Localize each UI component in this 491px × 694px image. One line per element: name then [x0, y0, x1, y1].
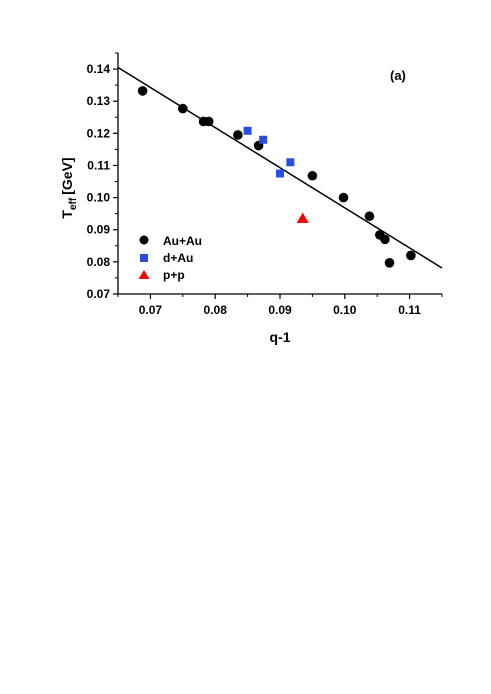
- data-point-auau: [233, 130, 243, 140]
- data-point-auau: [137, 86, 148, 96]
- y-tick-label: 0.07: [87, 287, 111, 301]
- legend-label-pp: p+p: [163, 268, 185, 282]
- y-tick-label: 0.11: [87, 158, 110, 172]
- y-axis-subscript: eff: [68, 197, 79, 210]
- legend-marker-auau: [139, 235, 149, 245]
- data-point-pp: [296, 212, 309, 223]
- x-tick-label: 0.09: [268, 303, 292, 317]
- x-tick-label: 0.10: [333, 303, 357, 317]
- data-point-dau: [286, 158, 295, 167]
- y-axis-title: Teff [GeV]: [59, 157, 79, 218]
- data-point-auau: [380, 234, 390, 245]
- data-point-auau: [384, 258, 395, 268]
- y-axis-ticks: 0.07 0.08 0.09 0.10 0.11 0.12 0.13 0.14: [87, 52, 118, 301]
- y-tick-label: 0.14: [87, 62, 111, 76]
- x-axis-ticks: 0.07 0.08 0.09 0.10 0.11: [117, 294, 443, 317]
- x-tick-label: 0.11: [398, 303, 421, 317]
- legend-marker-pp: [138, 270, 150, 279]
- fit-line-layer: [117, 66, 443, 269]
- legend-label-dau: d+Au: [163, 251, 193, 265]
- y-tick-label: 0.12: [87, 126, 111, 140]
- y-tick-label: 0.13: [87, 94, 111, 108]
- data-point-dau: [243, 126, 252, 135]
- data-point-auau: [338, 192, 349, 203]
- x-tick-label: 0.07: [139, 303, 163, 317]
- y-axis-symbol: T: [59, 210, 75, 219]
- y-tick-label: 0.10: [87, 191, 111, 205]
- y-tick-label: 0.09: [87, 223, 111, 237]
- data-point-dau: [276, 169, 284, 178]
- data-points-layer: [137, 86, 416, 268]
- x-axis-title: q-1: [270, 329, 291, 345]
- fit-line: [117, 66, 443, 269]
- legend: Au+Au d+Au p+p: [138, 234, 202, 282]
- y-axis-unit: [GeV]: [59, 157, 75, 194]
- data-point-auau: [203, 116, 214, 127]
- x-tick-label: 0.08: [204, 303, 228, 317]
- data-point-dau: [259, 135, 268, 144]
- data-point-auau: [364, 211, 375, 222]
- data-point-auau: [178, 103, 188, 114]
- legend-label-auau: Au+Au: [163, 234, 202, 248]
- legend-marker-dau: [140, 254, 148, 262]
- panel-label: (a): [390, 68, 406, 83]
- y-tick-label: 0.08: [87, 255, 111, 269]
- data-point-auau: [406, 250, 416, 261]
- data-point-auau: [307, 170, 318, 181]
